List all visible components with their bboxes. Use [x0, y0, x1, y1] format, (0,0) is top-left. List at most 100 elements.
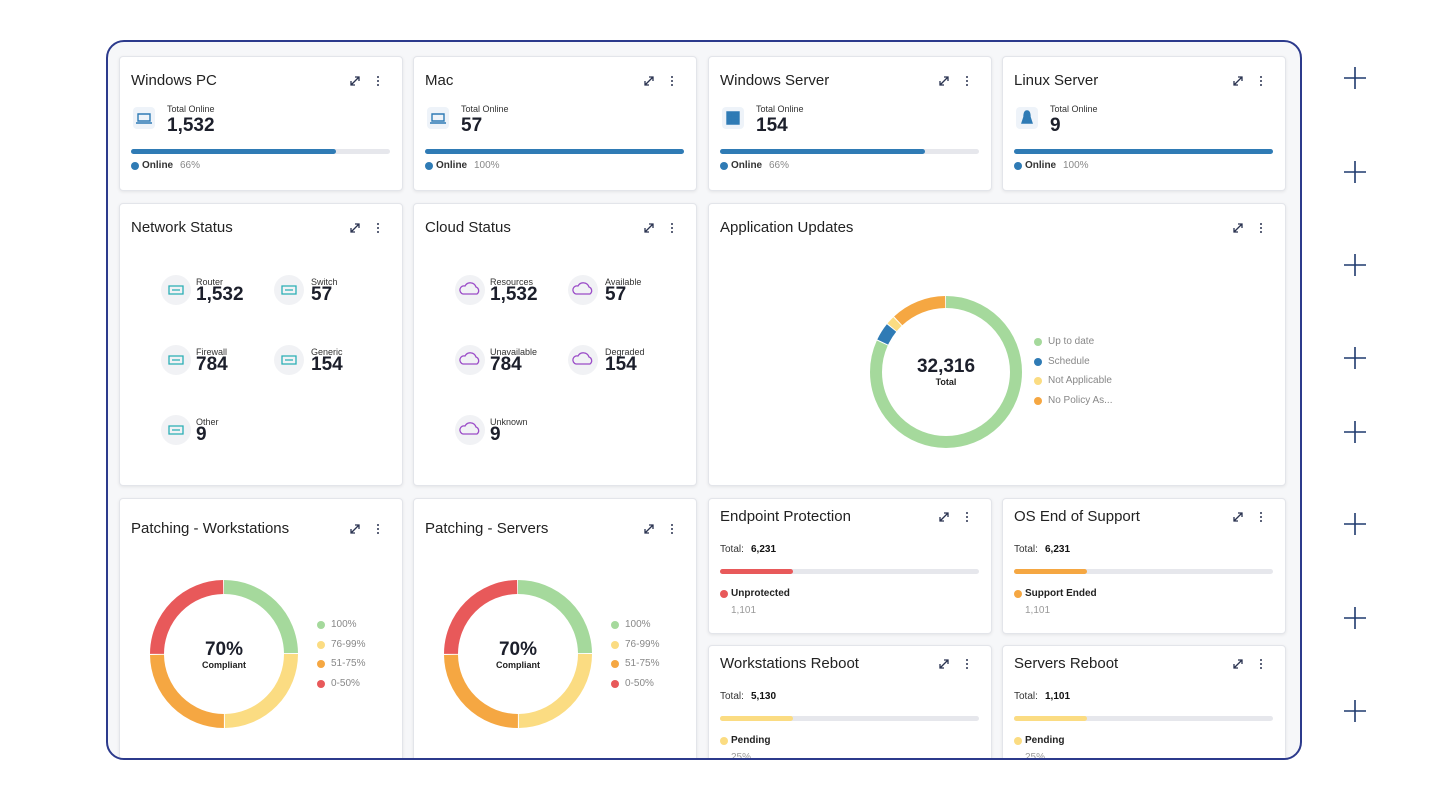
- total-value: 5,130: [751, 691, 777, 702]
- status-icon: [161, 345, 191, 375]
- expand-icon: [350, 223, 360, 233]
- total-label: Total:: [1014, 691, 1038, 702]
- menu-dot: [671, 227, 673, 229]
- status-label: Support Ended: [1025, 588, 1097, 599]
- status-icon: [161, 275, 191, 305]
- menu-button[interactable]: [1258, 222, 1264, 234]
- menu-button[interactable]: [375, 222, 381, 234]
- menu-dot: [966, 520, 968, 522]
- menu-button[interactable]: [1258, 75, 1264, 87]
- status-percent: 100%: [1063, 160, 1089, 171]
- menu-button[interactable]: [964, 511, 970, 523]
- total-value: 1,101: [1045, 691, 1071, 702]
- donut: [870, 296, 1022, 448]
- progress-fill: [720, 716, 793, 721]
- status-icon: [455, 415, 485, 445]
- expand-button[interactable]: [1232, 658, 1244, 670]
- device-icon: [722, 107, 744, 129]
- item-value: 1,532: [490, 284, 538, 305]
- menu-button[interactable]: [669, 222, 675, 234]
- expand-button[interactable]: [349, 222, 361, 234]
- menu-dot: [1260, 227, 1262, 229]
- icon-glyph: [168, 425, 184, 435]
- card-title: Cloud Status: [425, 219, 511, 236]
- expand-button[interactable]: [1232, 75, 1244, 87]
- menu-button[interactable]: [1258, 511, 1264, 523]
- item-label: Router: [196, 277, 224, 287]
- status-percent: 100%: [474, 160, 500, 171]
- donut-center-label: Compliant: [496, 660, 540, 670]
- device-icon: [133, 107, 155, 129]
- status-icon: [274, 275, 304, 305]
- item-label: Unavailable: [490, 347, 538, 357]
- card: Windows PC Total Online 1,532 Online 66%: [119, 56, 403, 191]
- expand-button[interactable]: [938, 511, 950, 523]
- expand-button[interactable]: [643, 523, 655, 535]
- icon-glyph: [168, 355, 184, 365]
- icon-glyph: [168, 285, 184, 295]
- status-icon: [455, 345, 485, 375]
- item-value: 57: [605, 284, 627, 305]
- menu-button[interactable]: [964, 75, 970, 87]
- card: Cloud Status Resources 1,532 Available 57 Una…: [413, 203, 697, 486]
- status-label: Online: [436, 160, 468, 171]
- progress-fill: [425, 149, 684, 154]
- expand-button[interactable]: [349, 523, 361, 535]
- plus-icon: [1344, 607, 1366, 629]
- menu-button[interactable]: [375, 523, 381, 535]
- menu-dot: [1260, 667, 1262, 669]
- expand-button[interactable]: [643, 222, 655, 234]
- legend-dot: [1034, 396, 1042, 405]
- expand-icon: [1233, 223, 1243, 233]
- total-label: Total:: [720, 544, 744, 555]
- expand-button[interactable]: [938, 75, 950, 87]
- icon-bg: [455, 415, 485, 445]
- plus-icon: [1344, 700, 1366, 722]
- total-value: 9: [1050, 115, 1061, 136]
- menu-button[interactable]: [964, 658, 970, 670]
- menu-button[interactable]: [669, 75, 675, 87]
- status-dot: [1014, 590, 1022, 598]
- card: Linux Server Total Online 9 Online 100%: [1002, 56, 1286, 191]
- legend-label: 76-99%: [331, 638, 366, 650]
- icon-bg: [455, 345, 485, 375]
- card: Workstations Reboot Total: 5,130 Pending 25%: [708, 645, 992, 758]
- expand-icon: [939, 659, 949, 669]
- item-label: Resources: [490, 277, 534, 287]
- icon-glyph: [572, 352, 593, 365]
- legend-dot: [1034, 357, 1042, 366]
- item-label: Other: [196, 417, 219, 427]
- menu-dot: [671, 532, 673, 534]
- menu-button[interactable]: [669, 523, 675, 535]
- legend-label: Not Applicable: [1048, 375, 1112, 386]
- expand-icon: [1233, 512, 1243, 522]
- expand-button[interactable]: [643, 75, 655, 87]
- progress-fill: [1014, 149, 1273, 154]
- legend-dot: [1034, 338, 1042, 346]
- status-label: Online: [731, 160, 763, 171]
- expand-button[interactable]: [938, 658, 950, 670]
- expand-button[interactable]: [1232, 222, 1244, 234]
- status-label: Pending: [731, 735, 771, 746]
- icon-glyph: [430, 113, 446, 124]
- legend-label: Up to date: [1048, 336, 1095, 347]
- menu-dot: [377, 231, 379, 233]
- icon-bg: [568, 275, 598, 305]
- card-title: Windows Server: [720, 72, 830, 89]
- menu-dot: [671, 231, 673, 233]
- status-icon: [274, 345, 304, 375]
- expand-button[interactable]: [349, 75, 361, 87]
- legend-dot: [611, 640, 619, 649]
- card-title: Linux Server: [1014, 72, 1099, 89]
- menu-dot: [377, 532, 379, 534]
- card-title: Windows PC: [131, 72, 217, 89]
- donut: [150, 580, 298, 728]
- menu-button[interactable]: [1258, 658, 1264, 670]
- status-percent: 66%: [769, 160, 790, 171]
- menu-dot: [966, 80, 968, 82]
- total-value: 6,231: [751, 544, 777, 555]
- icon-glyph: [136, 113, 152, 124]
- menu-button[interactable]: [375, 75, 381, 87]
- expand-button[interactable]: [1232, 511, 1244, 523]
- menu-dot: [671, 76, 673, 78]
